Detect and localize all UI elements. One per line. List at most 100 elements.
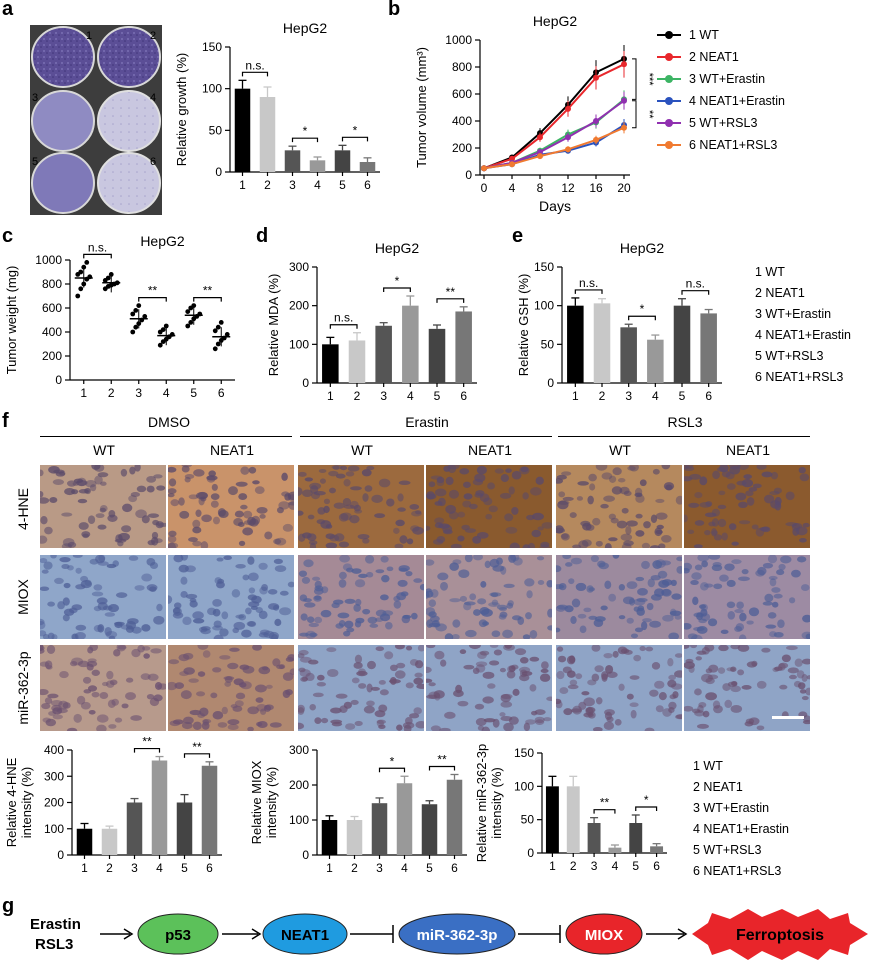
legend-item: 3 WT+Erastin — [693, 801, 770, 815]
nucleus — [771, 587, 781, 593]
chart-relative-mda: 0 100 200 300 Relative MDA (%) HepG2 1 2 3 4 5 6 n.s… — [266, 240, 477, 403]
nucleus — [131, 626, 142, 634]
nucleus — [426, 493, 437, 500]
nucleus — [394, 543, 404, 548]
nucleus — [735, 492, 747, 501]
nucleus — [604, 580, 612, 590]
nucleus — [661, 579, 673, 586]
nucleus — [806, 675, 810, 680]
nucleus — [626, 617, 634, 624]
nucleus — [256, 507, 268, 514]
nucleus — [136, 485, 147, 493]
plate-number: 4 — [150, 92, 156, 104]
nucleus — [600, 605, 608, 611]
x-tick-label: 1 — [549, 859, 556, 873]
nucleus — [477, 651, 487, 659]
y-tick-label: 0 — [302, 376, 309, 390]
ihc-tile-4-hne-3 — [426, 465, 552, 548]
nucleus — [146, 694, 155, 700]
nucleus — [633, 598, 646, 606]
nucleus — [385, 621, 393, 630]
nucleus — [440, 659, 447, 667]
nucleus — [509, 542, 520, 548]
nucleus — [252, 480, 260, 485]
nucleus — [791, 569, 801, 578]
nucleus — [428, 481, 436, 488]
x-tick-label: 6 — [653, 859, 660, 873]
significance-bracket — [593, 809, 616, 814]
nucleus — [434, 522, 444, 529]
nucleus — [369, 623, 379, 628]
nucleus — [71, 604, 83, 611]
ihc-col-label: NEAT1 — [209, 442, 255, 458]
nucleus — [764, 593, 774, 603]
nucleus — [147, 513, 160, 518]
nucleus — [585, 706, 596, 714]
nucleus — [505, 468, 512, 473]
ihc-texture — [40, 555, 165, 639]
bar — [455, 311, 472, 383]
nucleus — [94, 465, 105, 472]
legend-marker — [665, 53, 673, 61]
x-tick-label: 5 — [632, 859, 639, 873]
nucleus — [129, 466, 136, 475]
ihc-group-rsl3: RSL3 — [667, 414, 703, 430]
nucleus — [168, 542, 176, 548]
nucleus — [354, 579, 366, 588]
nucleus — [316, 681, 327, 687]
nucleus — [156, 603, 163, 612]
nucleus — [480, 608, 493, 617]
nucleus — [694, 564, 703, 571]
nucleus — [150, 648, 162, 654]
x-tick-label: 6 — [705, 389, 712, 403]
data-point — [130, 329, 136, 335]
nucleus — [633, 654, 642, 662]
nucleus — [506, 602, 514, 609]
arrow-1 — [100, 928, 134, 940]
nucleus — [512, 688, 520, 696]
legend-label: 1 WT — [689, 28, 719, 42]
nucleus — [298, 707, 305, 715]
nucleus — [581, 539, 592, 547]
nucleus — [409, 713, 420, 719]
ihc-tile-mir-362-3p-1 — [168, 645, 294, 731]
nucleus — [258, 610, 268, 620]
nucleus — [462, 481, 471, 488]
scale-bar — [772, 716, 804, 719]
nucleus — [687, 633, 698, 639]
nucleus — [482, 696, 494, 704]
data-point — [212, 328, 218, 334]
nucleus — [343, 701, 352, 709]
y-tick-label: 400 — [42, 325, 62, 339]
nucleus — [104, 626, 112, 636]
legend-item: 4 NEAT1+Erastin — [655, 90, 855, 112]
nucleus — [431, 620, 440, 627]
nucleus — [608, 475, 617, 483]
nucleus — [654, 588, 665, 597]
nucleus — [594, 665, 604, 673]
nucleus — [773, 593, 783, 599]
ihc-col-label: WT — [93, 442, 115, 458]
chart-relative-growth: 0 50 100 150 Relative growth (%) HepG2 1 2 3 4 5 6 n… — [174, 20, 380, 192]
nucleus — [496, 604, 508, 610]
nucleus — [559, 687, 569, 695]
data-point — [215, 341, 221, 347]
nucleus — [540, 541, 550, 548]
x-tick-label: 1 — [326, 861, 333, 875]
nucleus — [259, 514, 266, 519]
x-tick-label: 2 — [599, 389, 606, 403]
nucleus — [801, 658, 810, 665]
data-point — [133, 308, 139, 313]
inducer-erastin: Erastin — [30, 916, 81, 933]
nucleus — [687, 529, 695, 535]
nucleus — [500, 566, 507, 575]
nucleus — [370, 686, 380, 691]
plate-6 — [97, 152, 161, 214]
nucleus — [345, 471, 355, 477]
nucleus — [378, 680, 386, 685]
nucleus — [443, 529, 453, 535]
nucleus — [712, 470, 720, 480]
nucleus — [711, 518, 719, 527]
significance-bracket — [193, 297, 222, 302]
nucleus — [153, 474, 163, 479]
